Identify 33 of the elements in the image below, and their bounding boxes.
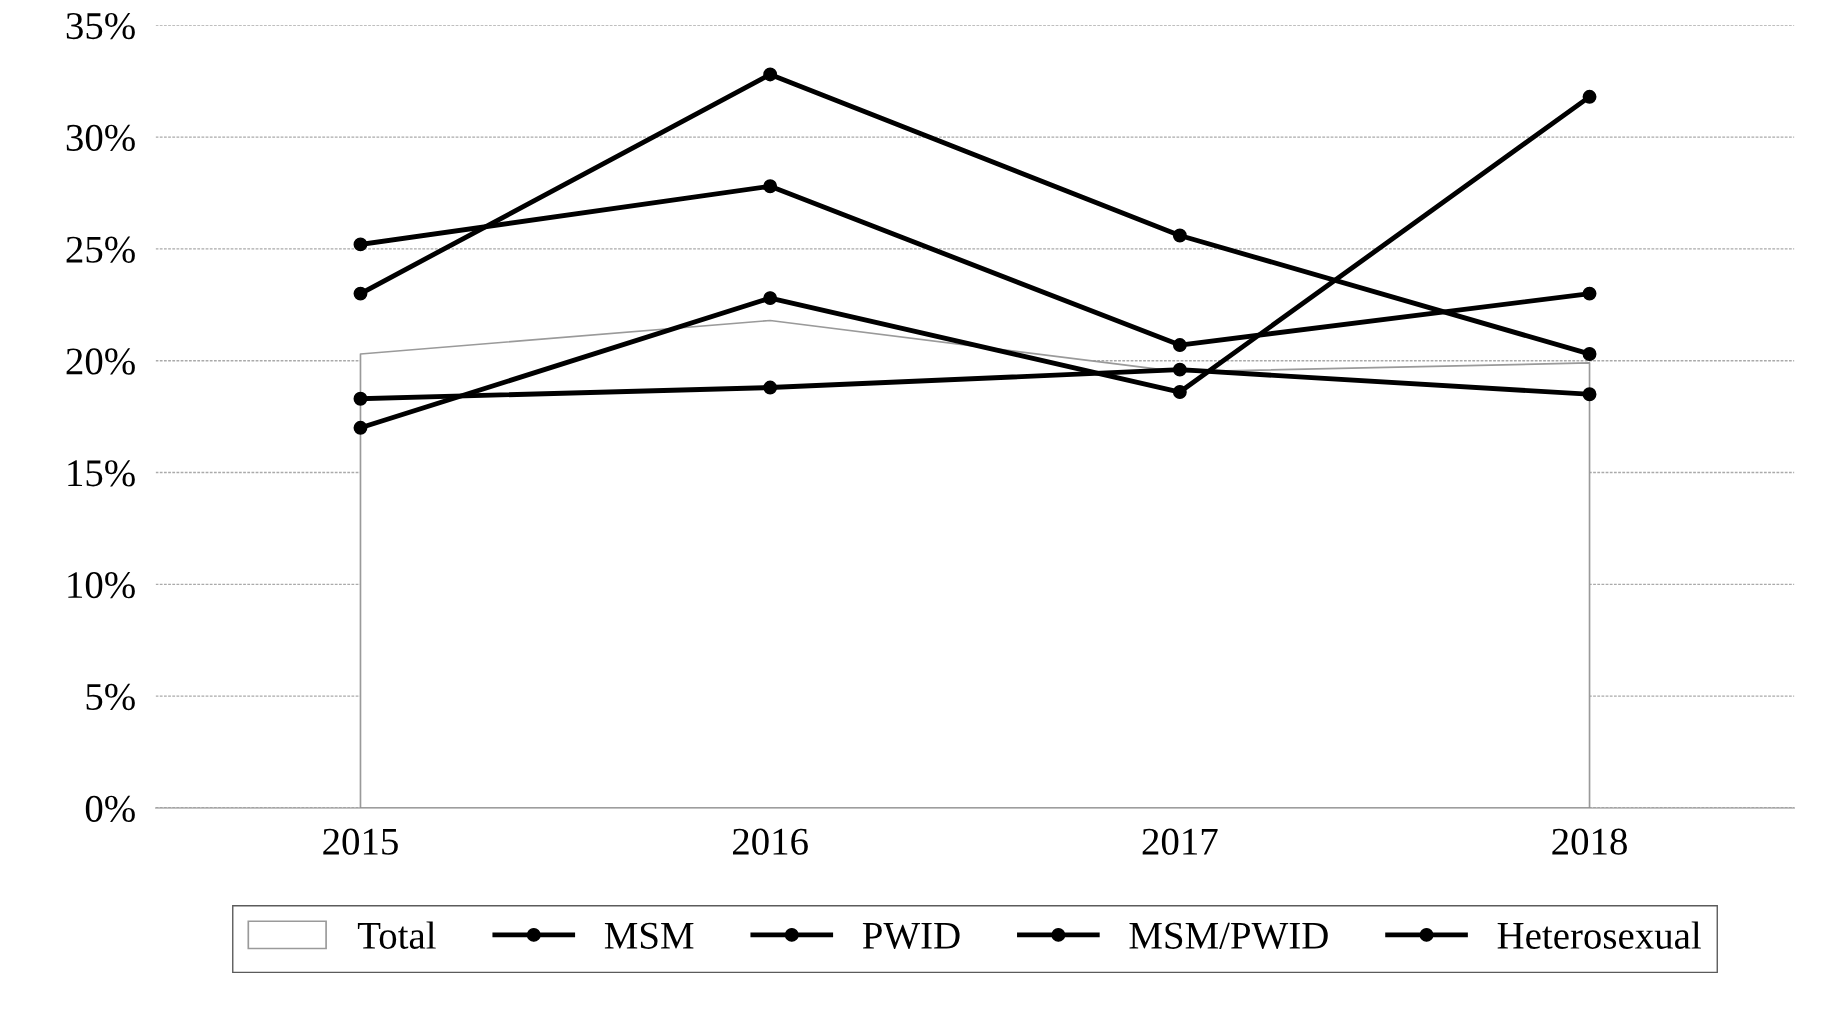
y-tick-label: 0%	[85, 795, 135, 822]
point	[763, 67, 778, 82]
point	[1582, 347, 1597, 361]
legend-label: MSM	[604, 922, 694, 949]
x-tick-label: 2015	[323, 828, 398, 855]
legend-label: Heterosexual	[1497, 921, 1701, 949]
legend-label: MSM/PWID	[1129, 922, 1328, 950]
y-tick-label: 10%	[68, 571, 135, 599]
point	[353, 391, 368, 406]
point	[1172, 362, 1187, 377]
x-tick-label: 2016	[732, 828, 808, 855]
point	[1172, 338, 1187, 353]
legend-label: PWID	[862, 923, 960, 950]
point	[1582, 286, 1597, 301]
y-tick-label: 20%	[66, 348, 135, 375]
point	[353, 420, 368, 435]
point	[1582, 89, 1597, 104]
point	[763, 179, 778, 194]
legend-label: Total	[357, 921, 436, 949]
point	[353, 286, 368, 301]
point	[353, 237, 368, 252]
point	[1172, 228, 1187, 243]
y-tick-label: 35%	[66, 12, 135, 40]
y-tick-label: 30%	[66, 124, 135, 152]
point	[1582, 387, 1597, 402]
x-tick-label: 2018	[1552, 828, 1627, 855]
y-tick-label: 25%	[66, 236, 135, 263]
y-tick-label: 15%	[68, 460, 135, 487]
y-tick-label: 5%	[86, 683, 135, 711]
x-tick-label: 2017	[1142, 828, 1218, 855]
point	[763, 291, 778, 306]
point	[1172, 385, 1187, 399]
point	[763, 380, 778, 395]
